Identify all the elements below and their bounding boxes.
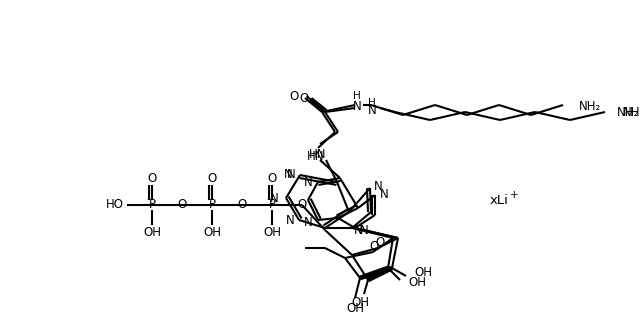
Text: N: N — [270, 191, 279, 204]
Text: OH: OH — [263, 225, 281, 238]
Text: O: O — [147, 172, 157, 185]
Text: N: N — [367, 105, 376, 118]
Text: P: P — [269, 198, 275, 211]
Text: +: + — [510, 190, 518, 200]
Text: O: O — [376, 236, 385, 249]
Text: N: N — [304, 215, 313, 228]
Text: N: N — [304, 175, 313, 188]
Text: OH: OH — [346, 301, 364, 314]
Text: O: O — [290, 90, 299, 103]
Text: N: N — [380, 187, 388, 200]
Text: P: P — [148, 198, 156, 211]
Text: O: O — [237, 198, 246, 211]
Text: N: N — [374, 179, 383, 192]
Text: OH: OH — [203, 225, 221, 238]
Text: HN: HN — [307, 150, 324, 163]
Text: O: O — [369, 240, 379, 253]
Text: NH₂: NH₂ — [579, 100, 601, 113]
Text: xLi: xLi — [490, 193, 509, 206]
Text: O: O — [298, 198, 307, 211]
Text: HN: HN — [309, 149, 327, 162]
Text: HO: HO — [106, 198, 124, 211]
Text: N: N — [284, 168, 293, 181]
Text: H: H — [368, 98, 376, 108]
Text: N: N — [360, 223, 369, 236]
Text: NH₂: NH₂ — [617, 106, 639, 119]
Text: H: H — [353, 91, 361, 101]
Text: O: O — [300, 92, 308, 105]
Text: N: N — [287, 167, 296, 180]
Text: NH₂: NH₂ — [623, 107, 640, 120]
Text: OH: OH — [143, 225, 161, 238]
Text: OH: OH — [408, 275, 426, 288]
Text: O: O — [207, 172, 216, 185]
Text: N: N — [353, 100, 362, 113]
Text: P: P — [209, 198, 216, 211]
Text: N: N — [354, 223, 363, 236]
Text: O: O — [177, 198, 187, 211]
Text: O: O — [268, 172, 276, 185]
Text: OH: OH — [414, 266, 432, 279]
Text: N: N — [286, 214, 295, 227]
Text: OH: OH — [351, 295, 369, 308]
